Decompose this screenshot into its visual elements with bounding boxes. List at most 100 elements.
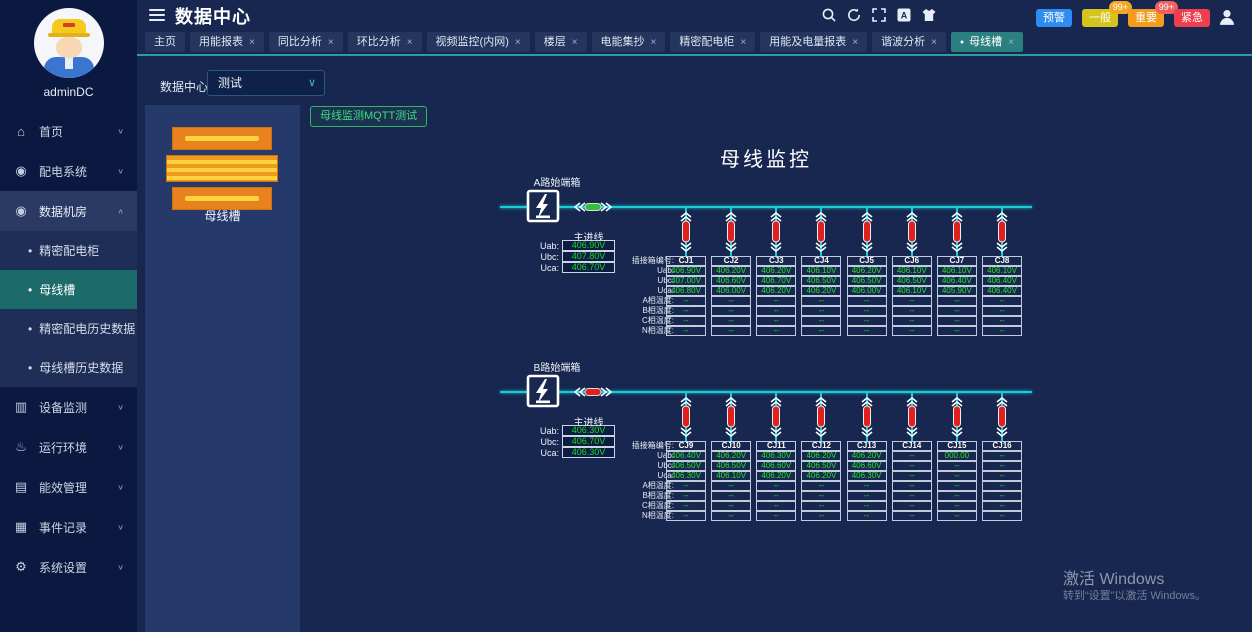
table-cell: -- [711,511,752,521]
avatar[interactable] [33,8,104,78]
table-cell: 406.60V [756,461,797,471]
sidebar-subitem[interactable]: • 母线槽 [0,270,137,309]
table-cell: 406.00V [711,286,752,296]
close-icon[interactable]: × [740,36,747,48]
power-source-icon [525,188,561,224]
close-icon[interactable]: × [650,36,657,48]
table-cell: -- [756,326,797,336]
sidebar-item[interactable]: ◉ 数据机房 ∧ [0,191,137,231]
event-log-icon: ▦ [14,519,28,534]
close-icon[interactable]: × [249,36,255,48]
tab[interactable]: 用能报表 × [190,32,264,52]
table-cell: -- [891,481,932,491]
close-icon[interactable]: × [1008,36,1014,48]
incoming-value: 407.80V [562,251,615,262]
bus-line [500,391,1032,393]
table-cell: 406.10V [711,471,752,481]
source-box-label: A路始端箱 [533,178,581,189]
sidebar-item[interactable]: ⌂ 首页 ∨ [0,111,137,151]
bus-line [500,206,1032,208]
user-icon[interactable] [1218,8,1236,26]
alert-button[interactable]: 重要 [1128,9,1164,27]
alert-button[interactable]: 预警 [1036,9,1072,27]
tab[interactable]: 同比分析 × [268,32,343,52]
sidebar-item[interactable]: ⚙ 系统设置 ∨ [0,547,137,587]
theme-icon[interactable] [921,7,937,23]
table-cell: 407.00V [666,276,706,286]
table-column: CJ1 406.90V 407.00V 406.80V -- -- -- -- [666,256,706,336]
close-icon[interactable]: × [571,36,578,48]
close-icon[interactable]: × [514,36,521,48]
table-cell: 406.40V [982,276,1023,286]
tap-breaker-icon [994,397,1010,437]
table-cell: -- [711,316,752,326]
tab[interactable]: 电能集抄 × [591,32,666,52]
table-row-label: A相温度: [642,481,674,490]
table-cell: -- [936,461,977,471]
tab[interactable]: 用能及电量报表 × [760,32,868,52]
tab[interactable]: 精密配电柜 × [670,32,756,52]
column-header: CJ1 [666,256,706,266]
sidebar-item[interactable]: ◉ 配电系统 ∨ [0,151,137,191]
table-cell: 406.50V [666,461,706,471]
table-cell: -- [801,316,842,326]
table-cell: -- [711,306,752,316]
table-cell: 406.00V [846,286,887,296]
table-cell: -- [891,511,932,521]
sidebar-group: ◉ 数据机房 ∧ • 精密配电柜 • 母线槽 • 精密配电历史数据 • 母线槽历史数据 [0,191,137,387]
sidebar-item[interactable]: ♨ 运行环境 ∨ [0,427,137,467]
table-cell: -- [801,296,842,306]
table-cell: 406.60V [711,276,752,286]
table-cell: -- [982,451,1023,461]
close-icon[interactable]: × [327,36,334,48]
sidebar-item[interactable]: ▦ 事件记录 ∨ [0,507,137,547]
table-cell: 406.20V [801,286,842,296]
tab[interactable]: ● 母线槽 × [950,32,1023,52]
tab[interactable]: 谐波分析 × [872,32,946,52]
tap-breaker-icon [723,212,739,252]
column-header: CJ16 [982,441,1023,451]
table-cell: -- [756,296,797,306]
search-icon[interactable] [821,7,837,23]
sidebar-item-label: 首页 [39,124,64,139]
sidebar-item[interactable]: ▤ 能效管理 ∨ [0,467,137,507]
language-icon[interactable]: A [896,7,912,23]
datacenter-select-value: 测试 [218,76,243,90]
datacenter-select[interactable]: 测试 ∨ [207,70,325,96]
close-icon[interactable]: × [852,36,859,48]
tab[interactable]: 视频监控(内网) × [426,32,530,52]
table-cell: -- [666,481,706,491]
environment-icon: ♨ [15,439,27,454]
table-cell: -- [711,501,752,511]
chevron-down-icon: ∨ [117,402,124,411]
chevron-down-icon: ∨ [117,442,124,451]
incoming-phase-label: Ubc: [540,437,559,447]
table-row-label: N相温度: [642,326,674,335]
sidebar-subitem[interactable]: • 母线槽历史数据 [0,348,137,387]
alert-button-wrap: 重要 99+ [1128,1,1178,27]
alert-button[interactable]: 紧急 [1174,9,1210,27]
refresh-icon[interactable] [846,7,862,23]
tab[interactable]: 楼层 × [534,32,587,52]
sidebar-subitem[interactable]: • 精密配电柜 [0,231,137,270]
tab[interactable]: 主页 [145,32,185,52]
table-column: CJ7 406.10V 406.40V 405.90V -- -- -- -- [936,256,977,336]
fullscreen-icon[interactable] [871,7,887,23]
tab[interactable]: 环比分析 × [347,32,422,52]
sidebar-item[interactable]: ▥ 设备监测 ∨ [0,387,137,427]
close-icon[interactable]: × [931,36,937,48]
sidebar-subitem-label: 精密配电历史数据 [39,322,136,336]
sidebar-subitem[interactable]: • 精密配电历史数据 [0,309,137,348]
table-cell: 406.20V [801,471,842,481]
avatar-hat-brim [47,33,90,37]
incoming-phase-label: Ubc: [540,252,559,262]
table-cell: -- [982,296,1023,306]
mqtt-test-button[interactable]: 母线监测MQTT测试 [310,106,428,127]
bullet-icon: • [28,282,33,297]
hamburger-icon[interactable] [149,9,165,21]
device-panel[interactable]: 母线槽 [145,105,300,632]
close-icon[interactable]: × [406,36,413,48]
table-row-label: Ubc: [657,276,674,285]
alert-button[interactable]: 一般 [1082,9,1118,27]
energy-icon: ▤ [14,479,28,494]
